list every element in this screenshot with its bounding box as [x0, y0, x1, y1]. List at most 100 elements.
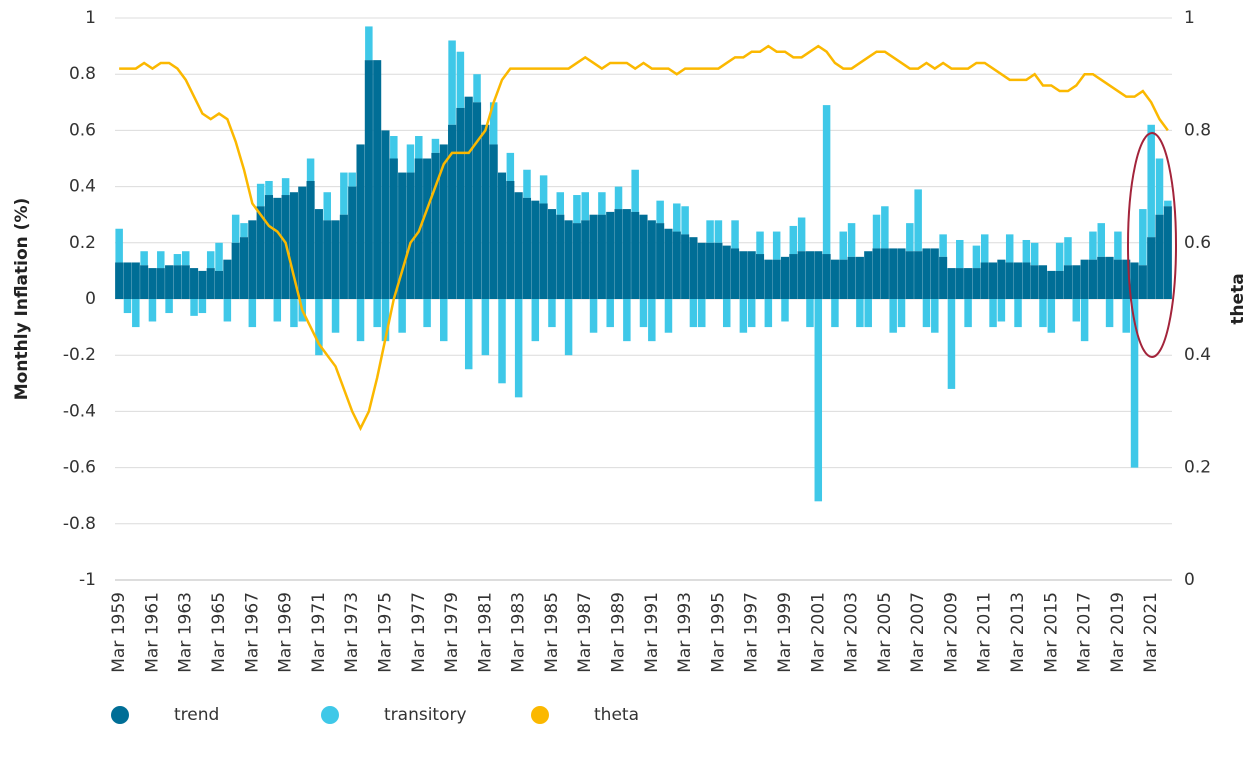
transitory-bar [822, 105, 831, 255]
transitory-bar [906, 223, 914, 252]
trend-bar [448, 124, 457, 299]
trend-bar [398, 172, 407, 299]
trend-bar [747, 251, 756, 299]
trend-bar [289, 192, 298, 299]
trend-bar [889, 248, 898, 299]
transitory-bar [198, 299, 207, 314]
transitory-bar [1064, 237, 1072, 266]
theta-line [119, 44, 1169, 432]
x-tick-label: Mar 1971 [309, 592, 329, 673]
trend-bar [955, 268, 964, 299]
trend-bar [897, 248, 906, 299]
transitory-bar [265, 180, 273, 196]
trend-bar [556, 214, 565, 299]
y-tick-label: -0.2 [63, 345, 96, 365]
transitory-bar [331, 299, 340, 333]
trend-bar [714, 242, 723, 299]
x-tick-label: Mar 1985 [542, 592, 562, 673]
trend-bar [531, 200, 540, 299]
transitory-bar [664, 299, 673, 333]
y-tick-label: 0.6 [69, 120, 96, 140]
x-tick-label: Mar 2003 [842, 592, 862, 673]
trend-bar [1113, 259, 1122, 299]
transitory-bar [947, 299, 956, 389]
transitory-bar [1089, 231, 1097, 260]
trend-bar [423, 158, 432, 299]
trend-bar [472, 102, 482, 299]
x-tick-label: Mar 1997 [742, 592, 762, 673]
trend-bar [190, 268, 199, 299]
transitory-bar [373, 299, 381, 328]
legend-label: theta [594, 705, 639, 725]
x-tick-label: Mar 1965 [209, 592, 229, 673]
trend-bar [589, 214, 598, 299]
trend-bar [223, 259, 232, 299]
transitory-bar [489, 102, 498, 145]
transitory-bar [1005, 234, 1014, 263]
trend-bar [522, 197, 532, 299]
x-tick-label: Mar 1967 [242, 592, 262, 673]
transitory-bar [881, 206, 889, 249]
trend-bar [123, 262, 132, 299]
x-tick-label: Mar 2001 [808, 592, 828, 673]
x-tick-label: Mar 2007 [908, 592, 928, 673]
trend-bar [539, 203, 548, 299]
trend-bar [214, 270, 224, 299]
legend-swatch [321, 706, 339, 724]
transitory-bar [231, 214, 240, 243]
trend-bar [506, 180, 515, 299]
transitory-bar [356, 299, 365, 342]
trend-bar [947, 268, 956, 299]
transitory-bar [1055, 242, 1064, 271]
trend-bar [339, 214, 348, 299]
trend-bar [547, 209, 556, 299]
trend-bar [439, 144, 448, 299]
y-tick-label: -0.8 [63, 514, 96, 534]
trend-bar [697, 242, 706, 299]
transitory-bar [781, 299, 789, 322]
transitory-bar [814, 299, 823, 502]
transitory-bar [872, 214, 881, 249]
transitory-bar [806, 299, 814, 328]
transitory-bar [889, 299, 897, 333]
trend-bar [989, 262, 998, 299]
trend-bar [822, 254, 831, 299]
transitory-bar [681, 206, 689, 235]
trend-bar [639, 214, 648, 299]
trend-bar [140, 265, 149, 299]
transitory-bar [290, 299, 298, 328]
transitory-bar [440, 299, 448, 342]
trend-bar [830, 259, 839, 299]
trend-bar [1030, 265, 1039, 299]
trend-bar [672, 231, 681, 299]
trend-bar [348, 186, 357, 299]
x-tick-label: Mar 1989 [609, 592, 629, 673]
transitory-bar [415, 136, 423, 159]
transitory-bar [115, 228, 123, 263]
trend-bar [1105, 256, 1114, 299]
trend-bar [1122, 259, 1131, 299]
highlight-ellipse [1127, 132, 1177, 358]
x-tick-label: Mar 1963 [176, 592, 196, 673]
transitory-bar [980, 234, 989, 263]
transitory-bar [1130, 299, 1139, 468]
transitory-bar [623, 299, 631, 342]
transitory-bar [123, 299, 132, 314]
x-tick-label: Mar 1975 [375, 592, 395, 673]
transitory-bar [997, 299, 1006, 322]
legend-label: trend [174, 705, 219, 725]
transitory-bar [1097, 223, 1106, 257]
y-tick-label: 0.8 [69, 64, 96, 84]
trend-bar [739, 251, 748, 299]
trend-bar [165, 265, 174, 299]
trend-bar [789, 254, 798, 299]
transitory-bar [1105, 299, 1114, 328]
y-tick-label: 0.2 [69, 233, 96, 253]
transitory-bar [656, 200, 664, 224]
transitory-bar [747, 299, 756, 328]
trend-bar [231, 242, 240, 299]
transitory-bar [464, 299, 473, 370]
legend-label: transitory [384, 705, 467, 725]
trend-bar [664, 228, 673, 299]
transitory-bar [215, 242, 223, 271]
